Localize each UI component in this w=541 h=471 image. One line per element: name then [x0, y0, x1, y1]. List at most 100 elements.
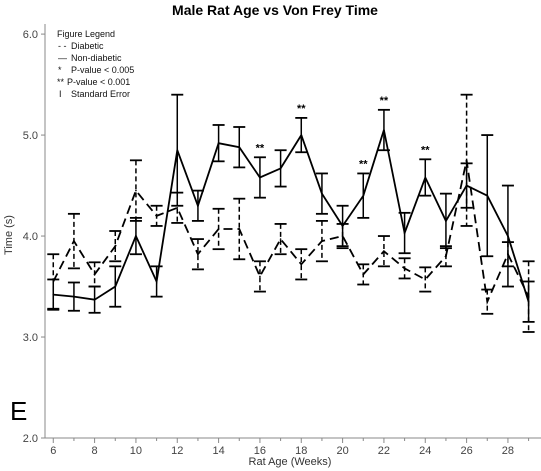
- error-bar: [481, 134, 494, 258]
- error-bar: [212, 124, 225, 163]
- data-point: [383, 250, 385, 252]
- legend-symbol-p005: *: [58, 65, 62, 75]
- error-bar: [150, 204, 163, 227]
- series-non-diabetic: [47, 93, 535, 323]
- data-point: [486, 300, 489, 303]
- y-tick-label: 4.0: [23, 231, 38, 243]
- series-line: [53, 129, 530, 302]
- data-point: [135, 235, 137, 237]
- data-point: [217, 228, 220, 230]
- x-tick-label: 8: [92, 445, 98, 457]
- legend-title: Figure Legend: [57, 29, 115, 39]
- data-point: [259, 176, 261, 179]
- error-bar: [295, 248, 308, 281]
- error-bar: [150, 265, 163, 298]
- legend-label-diabetic: Diabetic: [71, 41, 104, 51]
- data-point: [279, 167, 282, 170]
- x-tick-label: 16: [254, 445, 266, 457]
- data-point: [197, 253, 199, 256]
- data-point: [445, 220, 447, 222]
- data-point: [300, 134, 303, 136]
- data-point: [217, 142, 220, 144]
- data-point: [507, 253, 509, 256]
- data-point: [321, 192, 323, 195]
- error-bar: [109, 230, 122, 263]
- data-point: [73, 295, 75, 298]
- data-point: [52, 280, 55, 283]
- error-bar: [171, 93, 184, 207]
- data-point: [403, 267, 406, 270]
- error-bar: [295, 117, 308, 154]
- series-line: [52, 160, 530, 305]
- data-point: [93, 273, 96, 276]
- data-point: [73, 240, 75, 242]
- series-diabetic: [47, 93, 535, 333]
- error-bar: [253, 156, 266, 199]
- y-axis-label: Time (s): [3, 215, 15, 255]
- error-bar: [336, 223, 349, 250]
- chart-title: Male Rat Age vs Von Frey Time: [172, 2, 378, 18]
- significance-marker: **: [380, 95, 389, 107]
- legend-label-standard-error: Standard Error: [71, 89, 130, 99]
- data-point: [238, 228, 241, 230]
- data-point: [114, 245, 117, 247]
- data-point: [486, 194, 489, 197]
- error-bar: [377, 235, 390, 268]
- data-point: [507, 235, 509, 237]
- legend-symbol-standard-error: I: [59, 89, 62, 99]
- error-bar: [171, 191, 184, 224]
- data-point: [403, 232, 406, 234]
- legend-symbol-p001: **: [57, 77, 65, 87]
- y-tick-label: 5.0: [23, 130, 38, 142]
- error-bar: [129, 216, 142, 256]
- data-point: [155, 280, 158, 283]
- panel-label: E: [10, 396, 27, 426]
- y-tick-label: 2.0: [23, 433, 38, 445]
- x-tick-label: 20: [336, 445, 348, 457]
- error-bar: [439, 245, 452, 268]
- annotation-layer: ** ** ** ** **: [256, 95, 431, 171]
- x-tick-label: 28: [502, 445, 514, 457]
- data-point: [321, 240, 323, 242]
- data-point: [424, 176, 427, 179]
- error-bar: [47, 253, 60, 310]
- error-bar: [274, 149, 287, 188]
- y-tick-label: 6.0: [23, 29, 38, 41]
- error-bar: [109, 265, 122, 308]
- error-bar: [212, 207, 225, 251]
- legend: Figure Legend - - Diabetic — Non-diabeti…: [57, 29, 134, 99]
- legend-label-non-diabetic: Non-diabetic: [71, 53, 122, 63]
- error-bar: [419, 158, 432, 197]
- x-tick-label: 12: [171, 445, 183, 457]
- error-bar: [129, 159, 142, 222]
- data-point: [197, 204, 199, 207]
- data-point: [259, 275, 261, 278]
- error-bar: [522, 260, 535, 333]
- error-bar: [357, 172, 370, 219]
- error-bar: [315, 220, 328, 263]
- data-point: [155, 215, 158, 217]
- error-bar: [274, 223, 287, 256]
- x-tick-label: 6: [50, 445, 56, 457]
- data-point: [114, 285, 117, 288]
- data-point: [176, 206, 179, 209]
- x-tick-label: 10: [130, 445, 142, 457]
- error-bar: [67, 281, 80, 312]
- significance-marker: **: [359, 158, 368, 170]
- x-tick-label: 22: [378, 445, 390, 457]
- x-axis-label: Rat Age (Weeks): [249, 456, 332, 468]
- error-bar: [481, 288, 494, 315]
- data-point: [424, 278, 427, 281]
- error-bar: [191, 189, 204, 222]
- data-point: [383, 129, 385, 131]
- data-point: [300, 263, 303, 266]
- significance-marker: **: [256, 142, 265, 154]
- data-point: [279, 238, 282, 240]
- error-bar: [501, 241, 514, 268]
- x-tick-label: 24: [419, 445, 431, 457]
- x-ticks: 6 8 10 12 14 16 18 20 22 24 26 28: [50, 438, 530, 457]
- error-bar: [501, 184, 514, 288]
- error-bar: [315, 172, 328, 215]
- legend-label-p005: P-value < 0.005: [71, 65, 134, 75]
- error-bar: [419, 266, 432, 293]
